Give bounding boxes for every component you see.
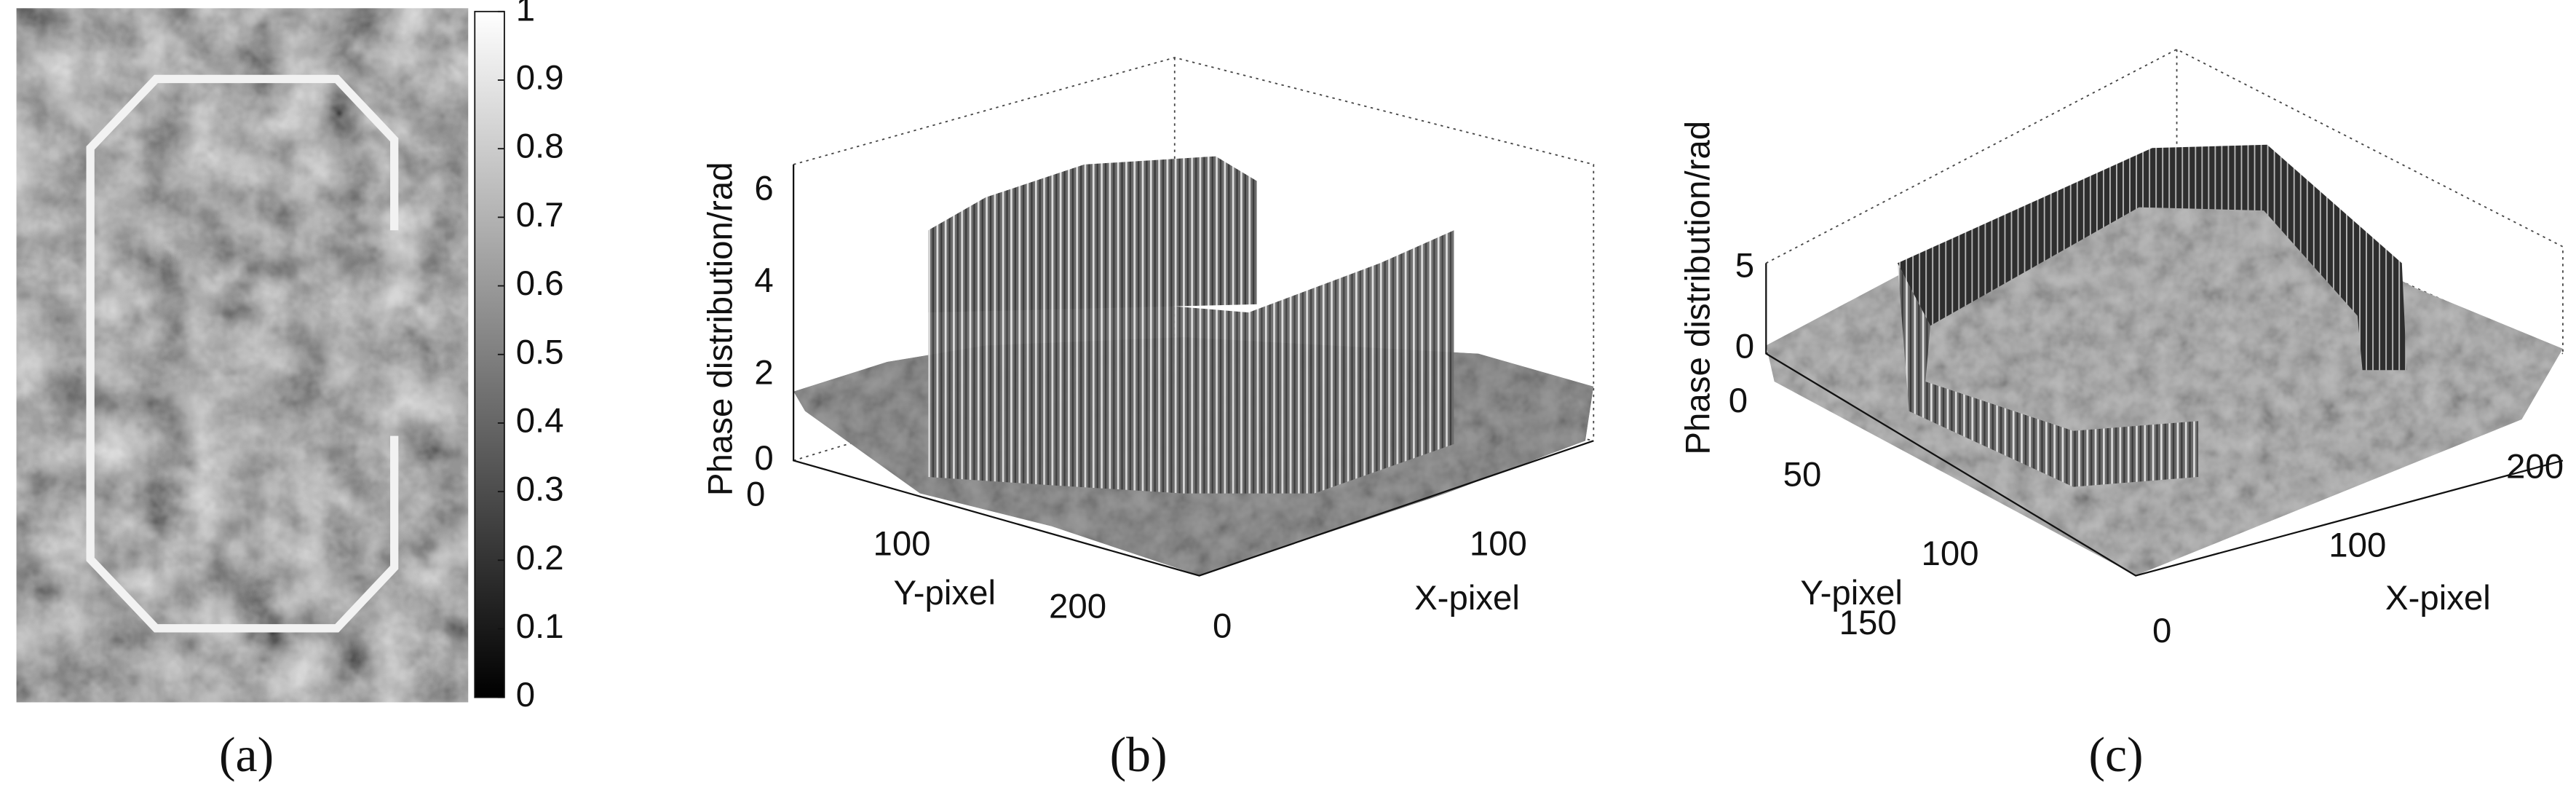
colorbar-tick-label: 0.8 — [516, 127, 564, 166]
caption: (b) — [1110, 727, 1168, 782]
surface-wall — [1897, 263, 2198, 487]
z-axis-label: Phase distribution/rad — [702, 162, 740, 496]
y-axis-label: Y-pixel — [1800, 574, 1903, 612]
x-tick-label: 100 — [2329, 526, 2386, 565]
phase-image — [16, 8, 469, 703]
axis-line — [793, 164, 1594, 577]
panel-a — [16, 8, 505, 703]
colorbar-tick-label: 0.9 — [516, 59, 564, 98]
z-tick-label: 0 — [1735, 327, 1754, 366]
y-tick-label: 100 — [873, 524, 931, 563]
x-axis-label: X-pixel — [2385, 579, 2491, 617]
caption: (c) — [2088, 727, 2143, 782]
y-tick-label: 50 — [1783, 456, 1822, 494]
z-tick-label: 5 — [1735, 247, 1754, 285]
z-tick-label: 2 — [754, 354, 773, 392]
y-tick-label: 150 — [1839, 604, 1897, 642]
c-outline — [86, 74, 399, 633]
colorbar-tick-label: 0.7 — [516, 196, 564, 234]
colorbar-tick-label: 0.4 — [516, 401, 564, 440]
y-tick-label: 200 — [1049, 587, 1106, 626]
y-tick-label: 0 — [746, 476, 765, 514]
box-edge — [1765, 48, 2564, 354]
colorbar-tick-label: 0 — [516, 676, 535, 714]
surface-wall — [928, 230, 1454, 494]
y-tick-label: 0 — [1729, 382, 1748, 420]
axis-line — [1765, 263, 2564, 577]
y-tick-label: 100 — [1922, 534, 1979, 573]
box-edge — [793, 57, 1595, 441]
z-tick-label: 4 — [754, 261, 773, 300]
z-axis-label: Phase distribution/rad — [1679, 121, 1718, 455]
z-tick-label: 0 — [754, 439, 773, 478]
colorbar-tick-label: 0.2 — [516, 539, 564, 577]
colorbar-tick-label: 1 — [516, 0, 535, 28]
colorbar-tick-label: 0.1 — [516, 607, 564, 646]
panel-b — [793, 57, 1595, 577]
x-tick-label: 0 — [2152, 612, 2171, 650]
colorbar-tick-label: 0.3 — [516, 470, 564, 509]
colorbar-tick-label: 0.5 — [516, 333, 564, 371]
z-tick-label: 6 — [754, 170, 773, 208]
x-tick-label: 100 — [1470, 524, 1527, 563]
caption: (a) — [219, 727, 274, 782]
y-axis-label: Y-pixel — [894, 574, 996, 612]
x-tick-label: 200 — [2506, 447, 2564, 486]
x-tick-label: 0 — [1213, 607, 1232, 645]
x-axis-label: X-pixel — [1414, 579, 1520, 617]
surface-base — [1766, 164, 2563, 576]
surface-wall — [1897, 144, 2407, 371]
panel-c — [1765, 48, 2564, 577]
colorbar-tick-label: 0.6 — [516, 264, 564, 303]
